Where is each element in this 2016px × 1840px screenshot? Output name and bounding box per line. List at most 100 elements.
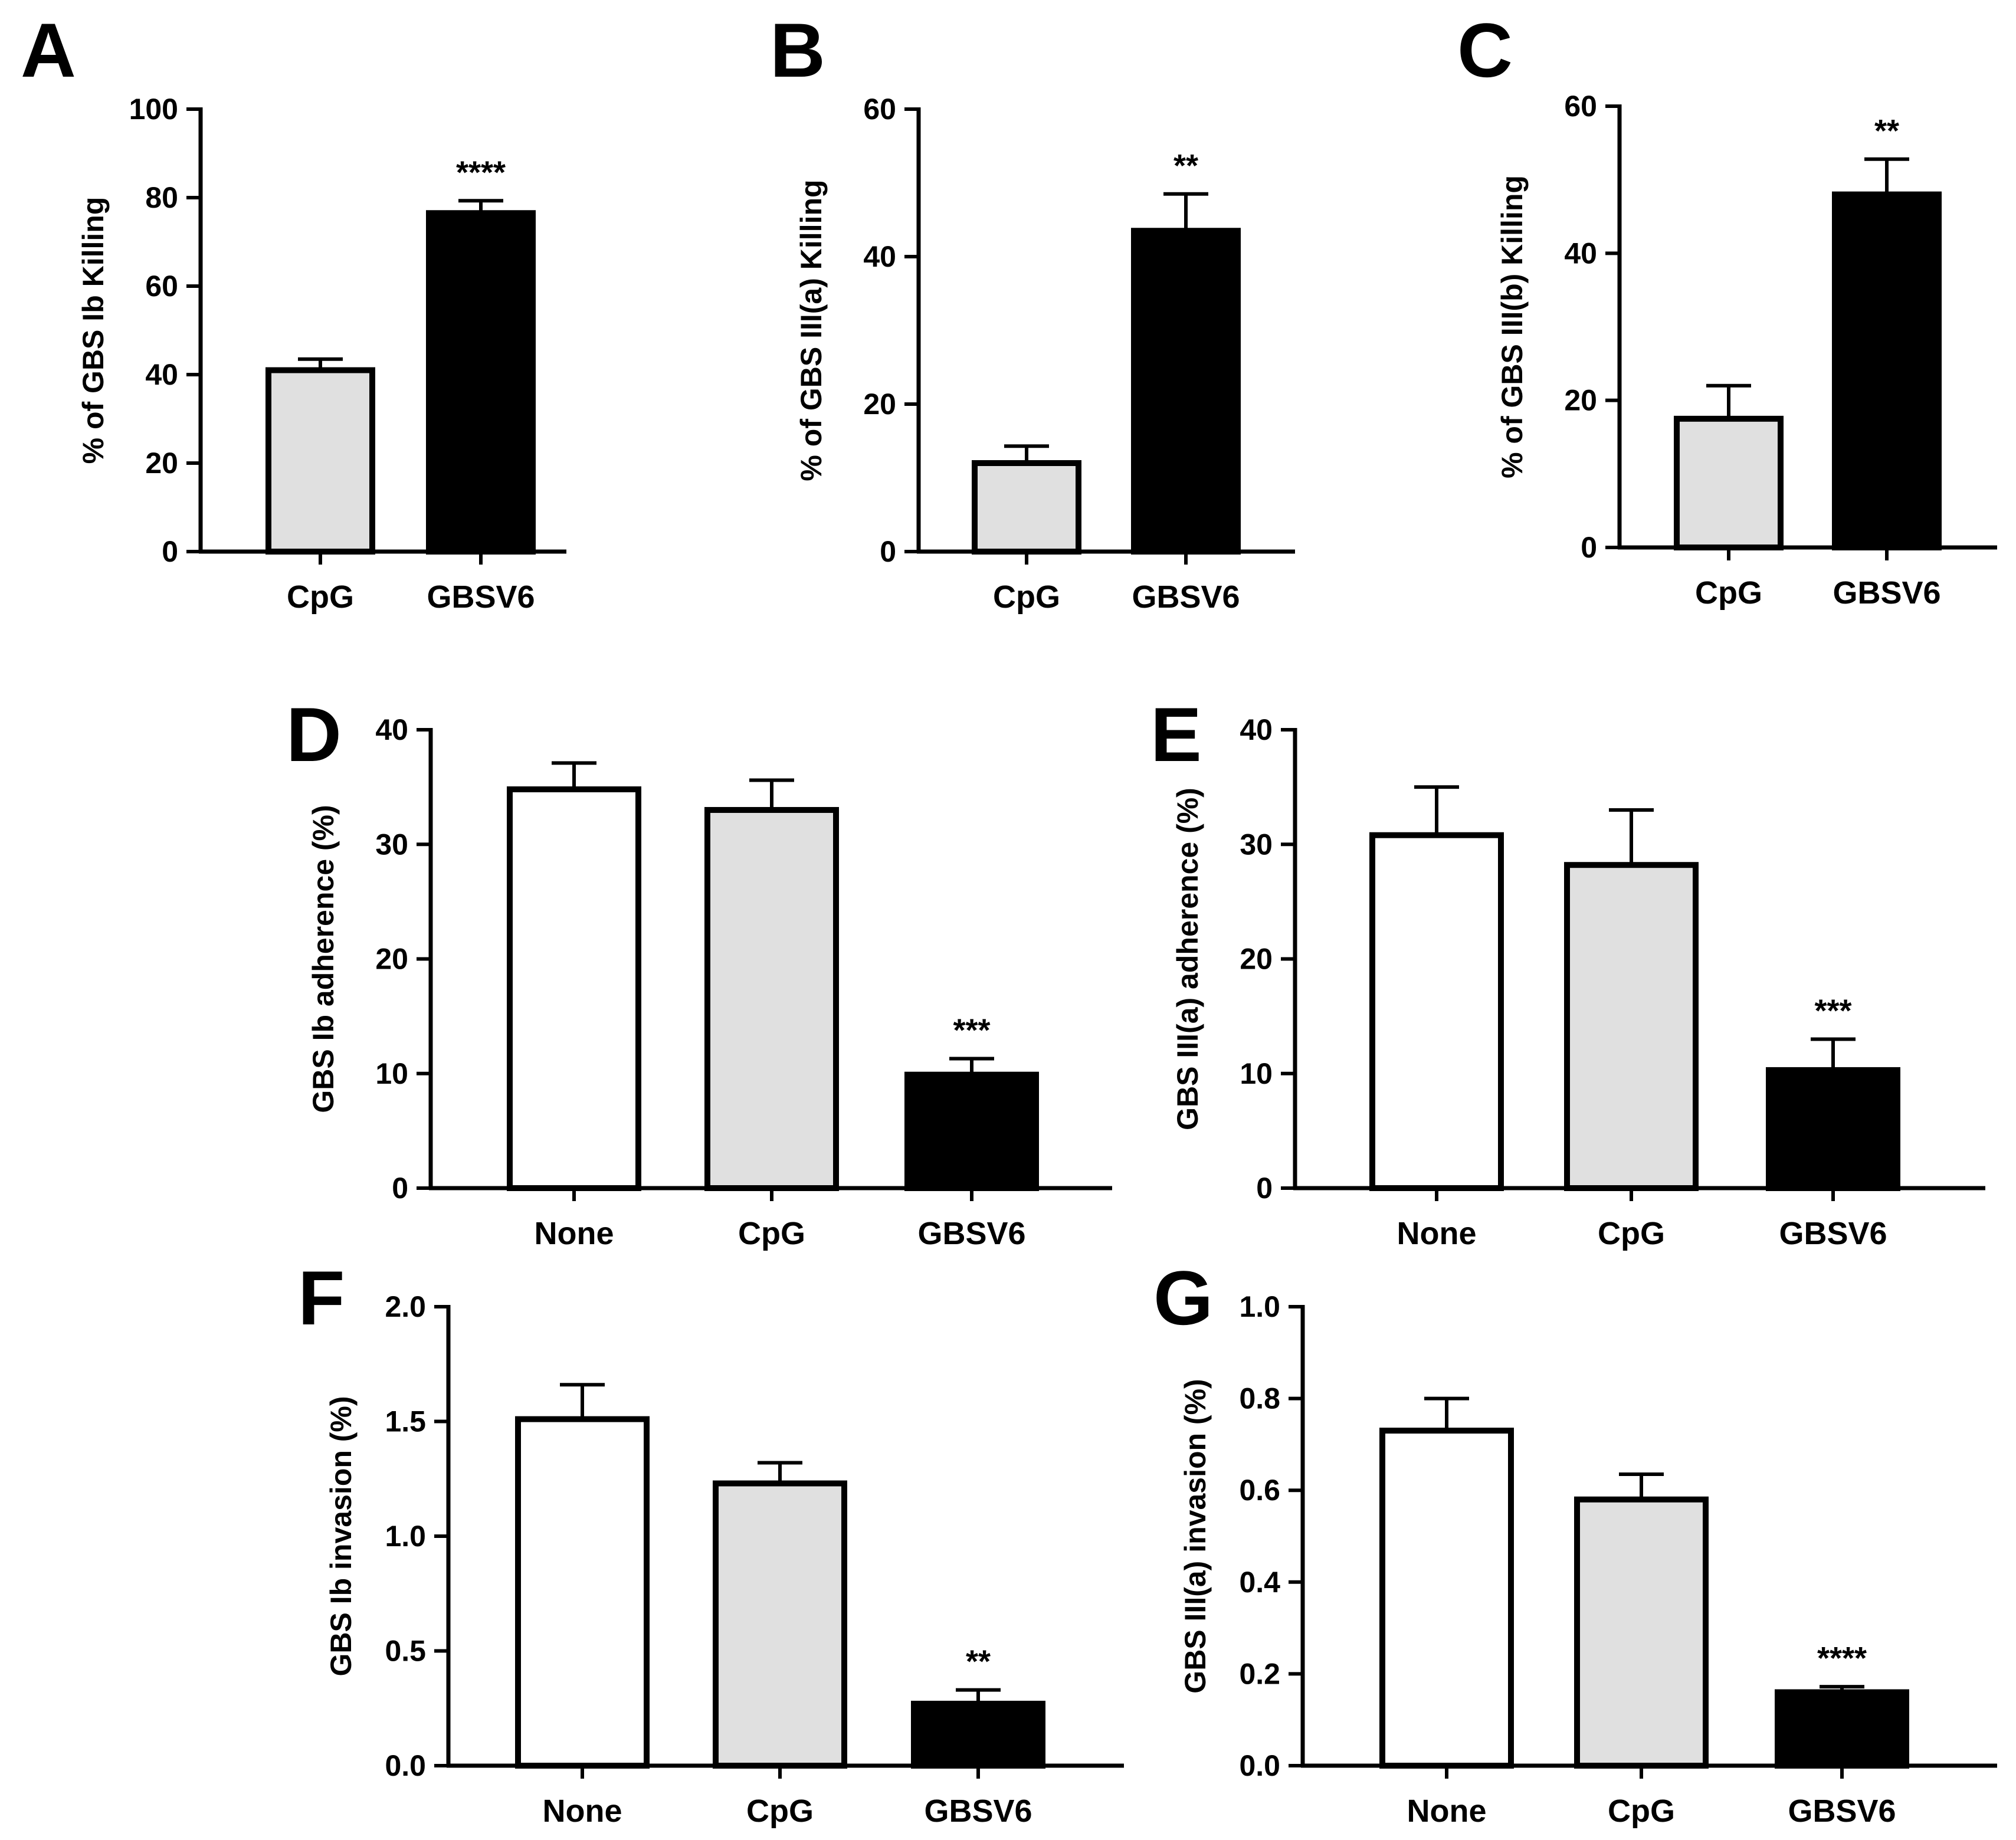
panel-g-letter: G bbox=[1153, 1255, 1213, 1341]
panel-b-y-tick-label: 20 bbox=[863, 388, 896, 421]
panel-f-y-axis-title: GBS Ib invasion (%) bbox=[324, 1396, 358, 1676]
panel-e-error-bar-none bbox=[1414, 785, 1459, 835]
panel-d-y-axis-title: GBS Ib adherence (%) bbox=[307, 805, 340, 1113]
panel-f-bar-none bbox=[515, 1416, 650, 1769]
panel-f-error-bar-gbsv6 bbox=[956, 1688, 1001, 1704]
panel-g-y-tick-label: 0.6 bbox=[1239, 1474, 1280, 1507]
panel-d-category-cpg: CpG bbox=[738, 1216, 805, 1251]
panel-b-category-cpg: CpG bbox=[993, 579, 1060, 615]
panel-e-bar-cpg bbox=[1564, 862, 1699, 1191]
panel-b-category-gbsv6: GBSV6 bbox=[1132, 579, 1240, 615]
panel-f-category-none: None bbox=[543, 1793, 622, 1829]
panel-b-y-axis-title: % of GBS III(a) Killing bbox=[795, 179, 828, 481]
panel-g-bar-none bbox=[1379, 1428, 1514, 1769]
panel-a-category-cpg: CpG bbox=[287, 579, 354, 615]
panel-g-bar-cpg bbox=[1574, 1496, 1709, 1769]
panel-f-y-tick-label: 2.0 bbox=[385, 1290, 426, 1323]
panel-c: C CpG ** GBSV6 0 20 40 60 % of GBS III(b) Killin… bbox=[1457, 7, 1997, 611]
panel-e-letter: E bbox=[1150, 691, 1202, 778]
panel-e-significance-gbsv6: *** bbox=[1814, 993, 1851, 1028]
panel-d-y-tick-label: 0 bbox=[392, 1172, 408, 1205]
panel-b-y-tick-label: 0 bbox=[880, 535, 896, 568]
panel-a-letter: A bbox=[21, 7, 76, 93]
panel-d-error-bar-cpg bbox=[749, 778, 794, 810]
panel-b-significance-gbsv6: ** bbox=[1173, 148, 1198, 183]
panel-e-category-gbsv6: GBSV6 bbox=[1779, 1216, 1887, 1251]
panel-g-category-cpg: CpG bbox=[1608, 1793, 1675, 1829]
panel-e-bar-gbsv6 bbox=[1766, 1067, 1900, 1191]
panel-e-error-bar-cpg bbox=[1609, 808, 1654, 865]
panel-g-y-tick-label: 0.0 bbox=[1239, 1749, 1280, 1782]
panel-b-error-bar-cpg bbox=[1004, 444, 1049, 463]
panel-a-error-bar-gbsv6 bbox=[458, 199, 503, 214]
panel-d-bar-cpg bbox=[704, 806, 839, 1191]
panel-a-error-bar-cpg bbox=[298, 357, 343, 370]
panel-g-y-axis-title: GBS III(a) invasion (%) bbox=[1179, 1379, 1212, 1693]
panel-g-y-tick-label: 0.4 bbox=[1239, 1566, 1280, 1599]
panel-g-bar-gbsv6 bbox=[1775, 1689, 1909, 1769]
panel-c-y-axis-title: % of GBS III(b) Killing bbox=[1496, 175, 1529, 478]
panel-c-category-cpg: CpG bbox=[1695, 575, 1762, 611]
panel-e-bar-none bbox=[1369, 832, 1504, 1191]
panel-a-y-tick-label: 100 bbox=[129, 93, 178, 126]
panel-a-y-tick-label: 20 bbox=[145, 447, 178, 480]
panel-f-bar-gbsv6 bbox=[911, 1700, 1045, 1769]
panel-g-error-bar-none bbox=[1424, 1396, 1469, 1431]
panel-f-category-gbsv6: GBSV6 bbox=[924, 1793, 1032, 1829]
panel-b-letter: B bbox=[770, 7, 825, 93]
panel-f-y-tick-label: 1.0 bbox=[385, 1520, 426, 1553]
panel-e-y-axis-title: GBS III(a) adherence (%) bbox=[1171, 788, 1204, 1130]
panel-b-bar-cpg bbox=[972, 460, 1081, 555]
panel-f-significance-gbsv6: ** bbox=[966, 1644, 991, 1680]
panel-c-error-bar-cpg bbox=[1706, 383, 1751, 419]
panel-d-significance-gbsv6: *** bbox=[953, 1012, 990, 1048]
panel-b-y-tick-label: 60 bbox=[863, 93, 896, 126]
panel-c-y-tick-label: 0 bbox=[1581, 531, 1597, 564]
panel-g-category-gbsv6: GBSV6 bbox=[1788, 1793, 1896, 1829]
panel-e-y-tick-label: 40 bbox=[1240, 713, 1273, 746]
panel-c-y-tick-label: 60 bbox=[1564, 90, 1597, 123]
panel-g-significance-gbsv6: **** bbox=[1817, 1641, 1867, 1676]
panel-c-y-tick-label: 20 bbox=[1564, 384, 1597, 417]
panel-a-y-tick-label: 80 bbox=[145, 181, 178, 214]
panel-c-letter: C bbox=[1457, 7, 1513, 93]
panel-a-significance-gbsv6: **** bbox=[456, 155, 506, 190]
panel-d-category-gbsv6: GBSV6 bbox=[917, 1216, 1025, 1251]
panel-b-bar-gbsv6 bbox=[1131, 228, 1241, 555]
panel-d-bar-none bbox=[507, 786, 641, 1191]
panel-d-category-none: None bbox=[535, 1216, 614, 1251]
panel-a-bar-gbsv6 bbox=[426, 210, 536, 555]
panel-a-y-tick-label: 0 bbox=[162, 535, 178, 568]
panel-g: G None CpG **** GBSV6 0.0 0.2 0.4 0.6 0.8 1.0 GBS I… bbox=[1153, 1255, 1997, 1829]
panel-f-y-tick-label: 0.0 bbox=[385, 1749, 426, 1782]
panel-f-error-bar-cpg bbox=[758, 1461, 802, 1484]
panel-c-bar-cpg bbox=[1674, 415, 1784, 550]
panel-b-error-bar-gbsv6 bbox=[1163, 192, 1208, 231]
panel-a-category-gbsv6: GBSV6 bbox=[427, 579, 535, 615]
panel-d-y-tick-label: 30 bbox=[375, 828, 408, 861]
panel-d-y-tick-label: 20 bbox=[375, 943, 408, 976]
panel-f-y-tick-label: 1.5 bbox=[385, 1405, 426, 1438]
panel-e-category-cpg: CpG bbox=[1598, 1216, 1665, 1251]
panel-d-error-bar-none bbox=[552, 761, 596, 790]
panel-d-error-bar-gbsv6 bbox=[949, 1057, 994, 1075]
panel-e-y-tick-label: 20 bbox=[1240, 943, 1273, 976]
panel-a-y-tick-label: 40 bbox=[145, 358, 178, 391]
panel-a-y-axis-title: % of GBS Ib Killing bbox=[77, 197, 110, 464]
panel-e: E None CpG *** GBSV6 0 10 20 30 40 GBS III(a) adhe… bbox=[1150, 691, 1985, 1251]
panel-c-y-tick-label: 40 bbox=[1564, 237, 1597, 270]
panel-f-category-cpg: CpG bbox=[746, 1793, 814, 1829]
panel-a: A CpG **** GBSV6 0 20 40 60 80 100 % of GBS Ib Kil… bbox=[21, 7, 566, 615]
panel-a-bar-cpg bbox=[265, 367, 375, 555]
panel-c-bar-gbsv6 bbox=[1832, 191, 1942, 551]
panel-d-letter: D bbox=[286, 691, 342, 778]
panel-d-y-tick-label: 40 bbox=[375, 713, 408, 746]
panel-f-bar-cpg bbox=[713, 1480, 847, 1769]
panel-c-significance-gbsv6: ** bbox=[1874, 113, 1899, 149]
panel-c-error-bar-gbsv6 bbox=[1864, 157, 1909, 195]
panel-e-y-tick-label: 0 bbox=[1256, 1172, 1273, 1205]
panel-d: D None CpG *** GBSV6 0 10 20 30 40 GBS Ib adherenc… bbox=[286, 691, 1112, 1251]
panel-c-category-gbsv6: GBSV6 bbox=[1833, 575, 1940, 611]
panel-f-error-bar-none bbox=[560, 1383, 605, 1419]
